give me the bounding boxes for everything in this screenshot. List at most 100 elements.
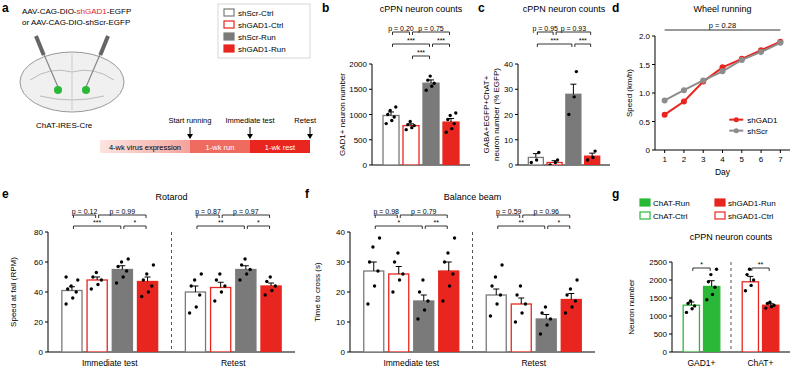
x-tick bbox=[761, 150, 762, 153]
comparison-bracket bbox=[433, 44, 450, 47]
error-bar bbox=[589, 153, 595, 156]
legend-swatch bbox=[640, 199, 650, 206]
y-tick bbox=[515, 114, 518, 115]
y-tick-label: 0 bbox=[646, 146, 651, 155]
error-bar bbox=[192, 286, 198, 292]
y-tick bbox=[515, 89, 518, 90]
data-point bbox=[120, 260, 123, 263]
y-tick-label: 20 bbox=[504, 111, 513, 120]
legend-label: shScr-Run bbox=[238, 33, 276, 42]
error-bar bbox=[243, 266, 249, 270]
comparison-label: * bbox=[557, 219, 560, 226]
y-tick bbox=[369, 89, 372, 90]
comparison-label: p = 0.20 bbox=[388, 25, 414, 33]
data-point bbox=[376, 269, 379, 272]
comparison-bracket bbox=[247, 226, 269, 229]
error-bar bbox=[518, 298, 524, 304]
data-point bbox=[366, 302, 369, 305]
data-point bbox=[264, 293, 267, 296]
data-point bbox=[385, 122, 388, 125]
bar bbox=[439, 271, 459, 352]
comparison-bracket bbox=[197, 215, 219, 218]
data-point bbox=[147, 290, 150, 293]
comparison-bracket bbox=[393, 44, 430, 47]
y-tick-label: 1.0 bbox=[639, 89, 651, 98]
error-line bbox=[195, 286, 196, 292]
data-point bbox=[418, 290, 421, 293]
comparison-label: p = 0.87 bbox=[195, 208, 221, 216]
error-bar bbox=[568, 294, 574, 300]
comparison-bracket bbox=[548, 226, 570, 229]
y-tick-label: 10 bbox=[336, 318, 345, 327]
bar bbox=[261, 286, 281, 352]
comparison-label: * bbox=[257, 219, 260, 226]
bar bbox=[742, 282, 758, 352]
data-point bbox=[398, 278, 401, 281]
brain bbox=[20, 52, 124, 112]
data-point bbox=[591, 156, 594, 159]
error-line bbox=[546, 315, 547, 320]
y-tick-label: 20 bbox=[336, 288, 345, 297]
data-point bbox=[426, 299, 429, 302]
data-point bbox=[421, 278, 424, 281]
y-tick bbox=[45, 232, 48, 233]
data-point bbox=[140, 295, 143, 298]
data-point bbox=[74, 290, 77, 293]
data-point bbox=[115, 281, 118, 284]
data-point bbox=[378, 236, 381, 239]
error-line bbox=[521, 298, 522, 304]
data-point bbox=[564, 311, 567, 314]
data-point bbox=[515, 293, 518, 296]
x-tick bbox=[722, 150, 723, 153]
legend-label: shGAD1-Run bbox=[238, 45, 286, 54]
data-point bbox=[373, 284, 376, 287]
data-point bbox=[396, 251, 399, 254]
data-point bbox=[116, 265, 119, 268]
plot-area bbox=[364, 236, 582, 352]
comparison-bracket bbox=[556, 32, 591, 35]
comparison-label: p = 0.95 bbox=[532, 25, 558, 33]
marker bbox=[758, 49, 764, 55]
y-tick-label: 60 bbox=[34, 258, 43, 267]
legend-box bbox=[218, 4, 310, 58]
data-point bbox=[188, 311, 191, 314]
data-point bbox=[441, 299, 444, 302]
comparison-label: ** bbox=[758, 261, 764, 268]
bar bbox=[511, 304, 531, 352]
comparison-label: p = 0.75 bbox=[418, 25, 444, 33]
y-tick bbox=[347, 232, 350, 233]
figure: bcPPN neuron countsGAD1+ neuron number05… bbox=[0, 0, 796, 381]
data-point bbox=[391, 290, 394, 293]
divider bbox=[171, 232, 172, 352]
data-point bbox=[572, 95, 575, 98]
data-point bbox=[514, 320, 517, 323]
comparison-bracket bbox=[197, 226, 244, 229]
data-point bbox=[91, 275, 94, 278]
data-point bbox=[593, 149, 596, 152]
y-tick-label: 30 bbox=[504, 85, 513, 94]
error-bar bbox=[570, 84, 576, 94]
data-point bbox=[433, 81, 436, 84]
data-point bbox=[490, 284, 493, 287]
y-tick-label: 20 bbox=[34, 318, 43, 327]
x-tick-label: 5 bbox=[740, 155, 745, 164]
data-point bbox=[537, 151, 540, 154]
comparison-bracket bbox=[393, 32, 410, 35]
data-point bbox=[693, 304, 696, 307]
timeline-label: 4-wk virus expression bbox=[109, 143, 181, 152]
data-point bbox=[95, 271, 98, 274]
bar bbox=[87, 280, 107, 352]
virus-part: AAV-CAG-DIO- bbox=[22, 7, 77, 16]
marker bbox=[662, 97, 668, 103]
error-cap bbox=[94, 277, 100, 278]
data-point bbox=[556, 158, 559, 161]
comparison-bracket bbox=[537, 44, 572, 47]
y-tick-label: 2500 bbox=[649, 258, 667, 267]
y-tick bbox=[669, 298, 672, 299]
data-point bbox=[749, 284, 752, 287]
legend-label: shScr bbox=[747, 127, 768, 136]
comparison-bracket bbox=[375, 215, 397, 218]
timeline-segment bbox=[250, 140, 310, 153]
y-tick-label: 80 bbox=[34, 228, 43, 237]
error-bar bbox=[268, 283, 274, 286]
